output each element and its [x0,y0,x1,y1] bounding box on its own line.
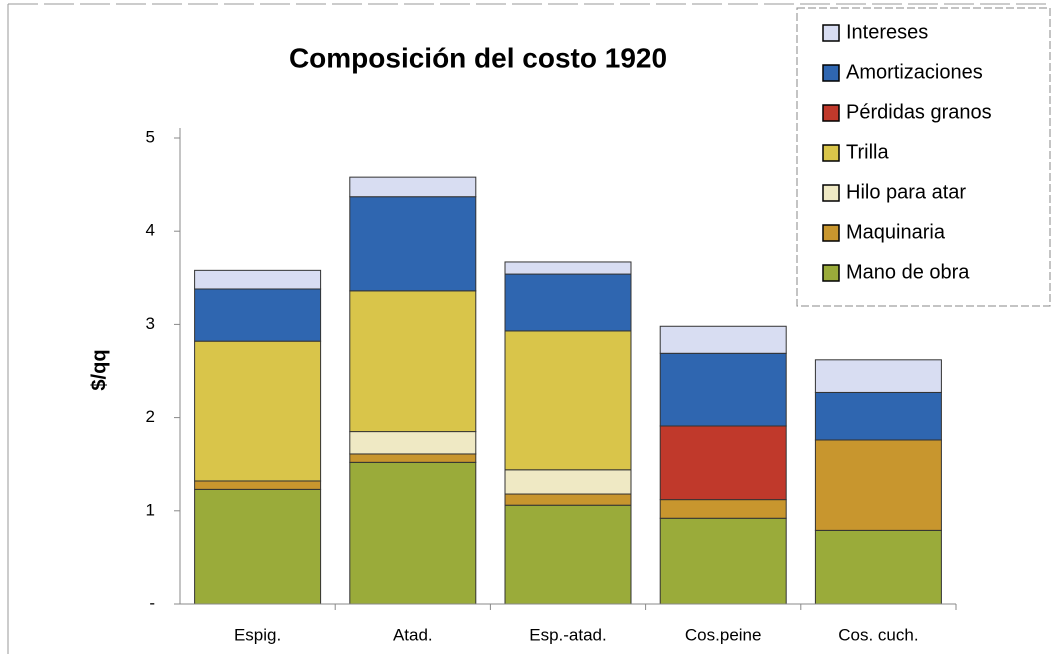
y-tick-label: 3 [146,314,155,333]
bar-segment [659,325,787,354]
bar-segment [504,504,632,605]
bar-segment [194,269,322,290]
bar-segment [194,288,322,342]
bar-segment [504,273,632,332]
y-tick-label: - [149,593,155,612]
bar-segment [194,488,322,605]
bar-segment [349,453,477,463]
bar-segment [194,340,322,482]
y-axis-label: $/qq [88,349,110,390]
y-tick-label: 4 [146,221,155,240]
x-tick-label: Cos.peine [685,625,762,644]
y-tick-label: 5 [146,127,155,146]
x-tick-label: Espig. [234,625,281,644]
legend-swatch [822,224,840,242]
bar-segment [659,352,787,427]
bar-segment [504,469,632,495]
y-tick-label: 1 [146,500,155,519]
legend-swatch [822,184,840,202]
y-tick-label: 2 [146,407,155,426]
legend-swatch [822,104,840,122]
bar-segment [504,261,632,275]
bar-segment [504,493,632,506]
legend-label: Maquinaria [846,221,946,243]
bar-segment [349,461,477,605]
legend-label: Amortizaciones [846,61,983,83]
bar-segment [504,330,632,471]
bar-segment [814,439,942,531]
bar-segment [349,290,477,433]
legend-swatch [822,144,840,162]
legend-label: Intereses [846,21,928,43]
bar-segment [814,529,942,605]
bar-segment [659,499,787,519]
legend-label: Trilla [846,141,889,163]
legend-label: Mano de obra [846,261,970,283]
bar-segment [194,480,322,490]
legend-label: Hilo para atar [846,181,966,203]
legend-swatch [822,24,840,42]
x-tick-label: Atad. [393,625,433,644]
bar-segment [814,359,942,393]
bar-segment [349,196,477,292]
legend-label: Pérdidas granos [846,101,992,123]
bar-segment [659,517,787,605]
x-tick-label: Cos. cuch. [838,625,918,644]
x-tick-label: Esp.-atad. [529,625,607,644]
bar-segment [814,391,942,441]
bar-segment [659,425,787,501]
bar-segment [349,176,477,198]
chart-title: Composición del costo 1920 [289,42,667,73]
bar-segment [349,431,477,455]
legend-swatch [822,64,840,82]
legend-swatch [822,264,840,282]
